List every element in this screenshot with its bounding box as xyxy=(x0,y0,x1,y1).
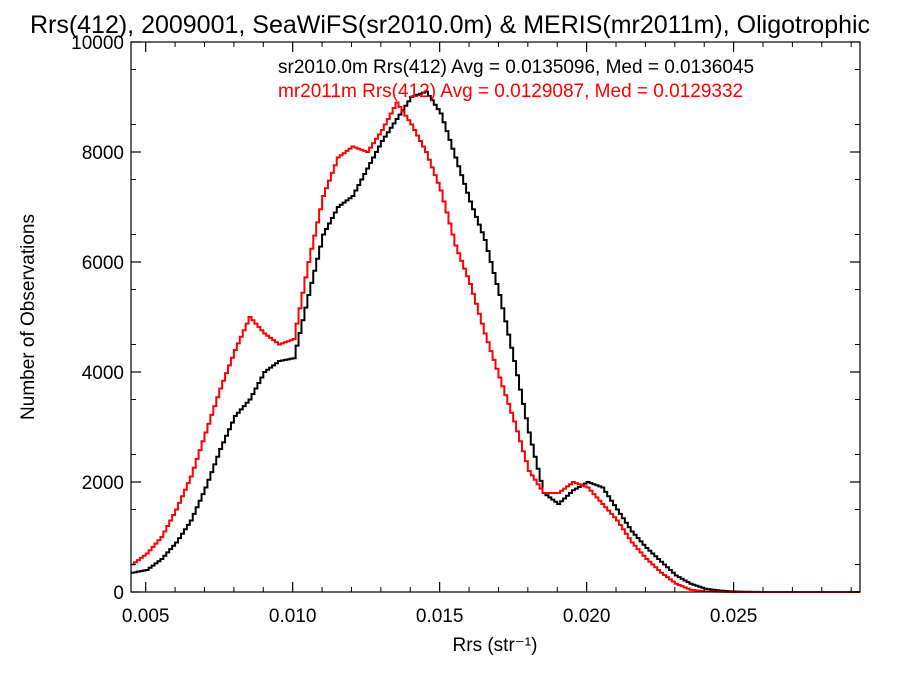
x-tick-label: 0.010 xyxy=(269,606,317,627)
x-tick-label: 0.015 xyxy=(416,606,464,627)
x-axis-label: Rrs (str⁻¹) xyxy=(453,635,538,656)
series-layer xyxy=(131,90,860,593)
plot-frame xyxy=(130,41,861,593)
legend-mr-stats: mr2011m Rrs(412) Avg = 0.0129087, Med = … xyxy=(278,81,743,102)
y-tick-label: 2000 xyxy=(82,473,124,494)
y-tick-label: 8000 xyxy=(82,143,124,164)
y-tick-label: 6000 xyxy=(82,253,124,274)
y-axis-label: Number of Observations xyxy=(18,214,39,420)
chart-title: Rrs(412), 2009001, SeaWiFS(sr2010.0m) & … xyxy=(30,11,870,39)
y-tick-label: 0 xyxy=(113,583,124,604)
y-tick-label: 10000 xyxy=(71,33,124,54)
axis-ticks: 0.005 0.010 0.015 0.020 0.025 0 2000 4000 6000 80… xyxy=(71,33,860,627)
series-mr-line xyxy=(131,101,860,593)
y-tick-label: 4000 xyxy=(82,363,124,384)
x-tick-label: 0.005 xyxy=(122,606,170,627)
legend-sr-stats: sr2010.0m Rrs(412) Avg = 0.0135096, Med … xyxy=(278,57,754,78)
x-tick-label: 0.020 xyxy=(563,606,611,627)
x-tick-label: 0.025 xyxy=(710,606,758,627)
series-sr-line xyxy=(131,90,860,593)
